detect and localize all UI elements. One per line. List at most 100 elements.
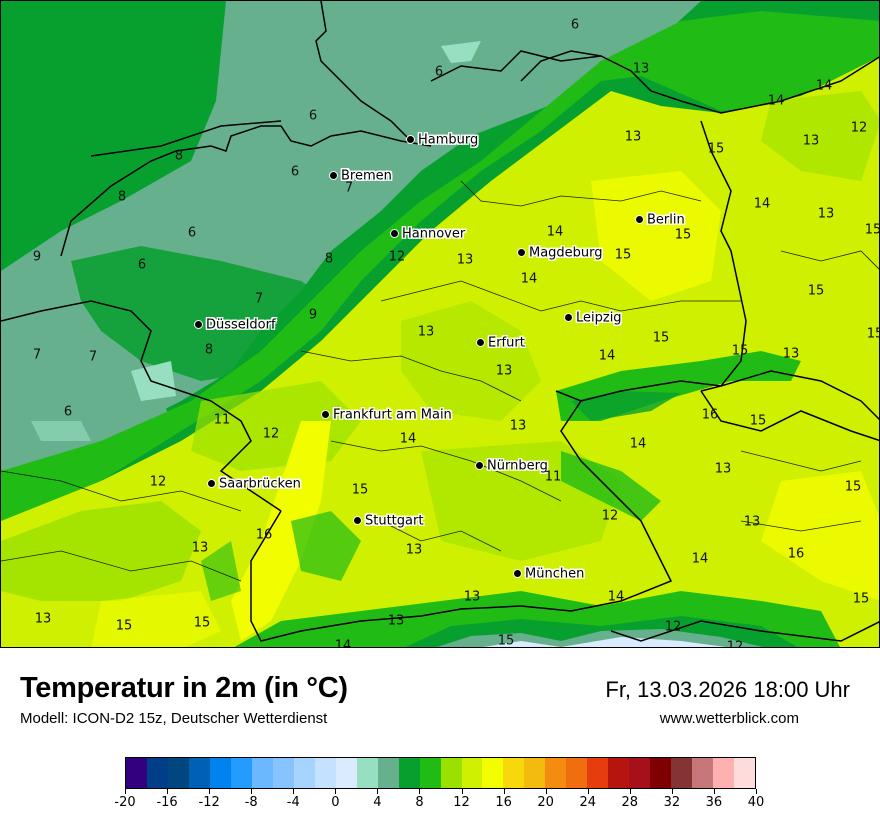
temperature-value: 15: [749, 413, 767, 429]
legend-color-swatch: [671, 758, 693, 788]
city-dot-icon: [475, 461, 484, 471]
legend-tick: [293, 789, 295, 794]
legend-color-swatch: [272, 758, 294, 788]
temperature-value: 14: [753, 196, 771, 212]
city-marker: Düsseldorf: [194, 316, 276, 334]
temperature-value: 14: [629, 436, 647, 452]
city-dot-icon: [329, 171, 338, 181]
temperature-value: 12: [388, 249, 406, 265]
temperature-value: 13: [191, 540, 209, 556]
legend-tick-label: -12: [198, 795, 220, 810]
city-marker: Berlin: [635, 211, 685, 229]
city-dot-icon: [390, 229, 399, 239]
temperature-value: 16: [255, 527, 273, 543]
temperature-value: 8: [117, 189, 127, 205]
city-marker: Bremen: [329, 167, 392, 185]
website-link[interactable]: www.wetterblick.com: [659, 710, 799, 727]
city-marker: Stuttgart: [353, 512, 423, 530]
legend-color-swatch: [503, 758, 525, 788]
legend-tick: [629, 789, 631, 794]
temperature-field: [1, 1, 879, 647]
legend-tick-label: 16: [495, 795, 512, 810]
temperature-value: 15: [852, 591, 870, 607]
temperature-value: 6: [187, 225, 197, 241]
legend-color-swatch: [650, 758, 672, 788]
temperature-value: 15: [731, 343, 749, 359]
legend-tick: [125, 789, 126, 794]
temperature-value: 6: [434, 64, 444, 80]
legend-color-swatch: [608, 758, 630, 788]
temperature-value: 13: [387, 613, 405, 629]
legend-color-swatch: [734, 758, 756, 788]
temperature-value: 11: [544, 469, 562, 485]
legend-color-swatch: [230, 758, 252, 788]
legend-color-swatch: [566, 758, 588, 788]
temperature-value: 6: [570, 17, 580, 33]
city-dot-icon: [517, 248, 526, 258]
legend-tick: [713, 789, 715, 794]
color-legend-ticks: -20 -16 -12 -8 -4 0 4 8 12 16 20 24 28 32 36 40: [114, 789, 764, 819]
temperature-value: 13: [782, 346, 800, 362]
legend-tick-label: -16: [156, 795, 178, 810]
temperature-value: 12: [664, 619, 682, 635]
city-name: Leipzig: [576, 310, 622, 326]
temperature-value: 14: [399, 431, 417, 447]
temperature-value: 12: [850, 120, 868, 136]
legend-color-swatch: [440, 758, 462, 788]
city-name: Hamburg: [418, 132, 479, 148]
temperature-value: 16: [787, 546, 805, 562]
legend-tick: [251, 789, 253, 794]
legend-color-swatch: [629, 758, 651, 788]
legend-tick: [671, 789, 673, 794]
city-name: Berlin: [647, 212, 685, 228]
temperature-value: 7: [32, 347, 42, 363]
legend-tick-label: 12: [453, 795, 470, 810]
legend-tick: [503, 789, 505, 794]
temperature-value: 13: [417, 324, 435, 340]
legend-tick: [167, 789, 169, 794]
city-dot-icon: [321, 410, 330, 420]
legend-tick: [545, 789, 547, 794]
legend-color-swatch: [692, 758, 714, 788]
temperature-value: 15: [674, 227, 692, 243]
legend-tick-label: -8: [244, 795, 258, 810]
city-name: Magdeburg: [529, 245, 603, 261]
city-name: Frankfurt am Main: [333, 407, 452, 423]
temperature-value: 6: [137, 257, 147, 273]
city-dot-icon: [207, 479, 216, 489]
legend-color-swatch: [188, 758, 210, 788]
legend-color-swatch: [356, 758, 378, 788]
city-dot-icon: [564, 313, 573, 323]
legend-tick: [209, 789, 211, 794]
temperature-value: 13: [632, 61, 650, 77]
city-marker: Hamburg: [406, 131, 478, 149]
legend-tick-label: 8: [415, 795, 424, 810]
temperature-value: 15: [351, 482, 369, 498]
city-marker: Erfurt: [476, 334, 525, 352]
legend-color-swatch: [524, 758, 546, 788]
legend-color-swatch: [398, 758, 420, 788]
city-name: Erfurt: [488, 335, 525, 351]
legend-color-swatch: [251, 758, 273, 788]
city-name: Düsseldorf: [206, 317, 276, 333]
legend-color-swatch: [146, 758, 168, 788]
temperature-value: 12: [149, 474, 167, 490]
temperature-map: Hamburg Bremen Hannover Berlin Magdeburg Leip…: [0, 0, 880, 648]
temperature-value: 14: [520, 271, 538, 287]
temperature-value: 13: [817, 206, 835, 222]
legend-tick-label: 28: [621, 795, 639, 810]
city-dot-icon: [406, 135, 415, 145]
legend-tick-label: 32: [663, 795, 681, 810]
city-marker: Hannover: [390, 225, 465, 243]
legend-color-swatch: [419, 758, 441, 788]
legend-color-swatch: [713, 758, 735, 788]
legend-color-swatch: [335, 758, 357, 788]
city-name: Hannover: [402, 226, 466, 242]
temperature-value: 9: [32, 249, 42, 265]
temperature-value: 13: [456, 252, 474, 268]
legend-tick: [461, 789, 463, 794]
city-dot-icon: [194, 320, 203, 330]
temperature-value: 16: [701, 407, 719, 423]
legend-color-swatch: [126, 758, 147, 788]
legend-color-swatch: [587, 758, 609, 788]
